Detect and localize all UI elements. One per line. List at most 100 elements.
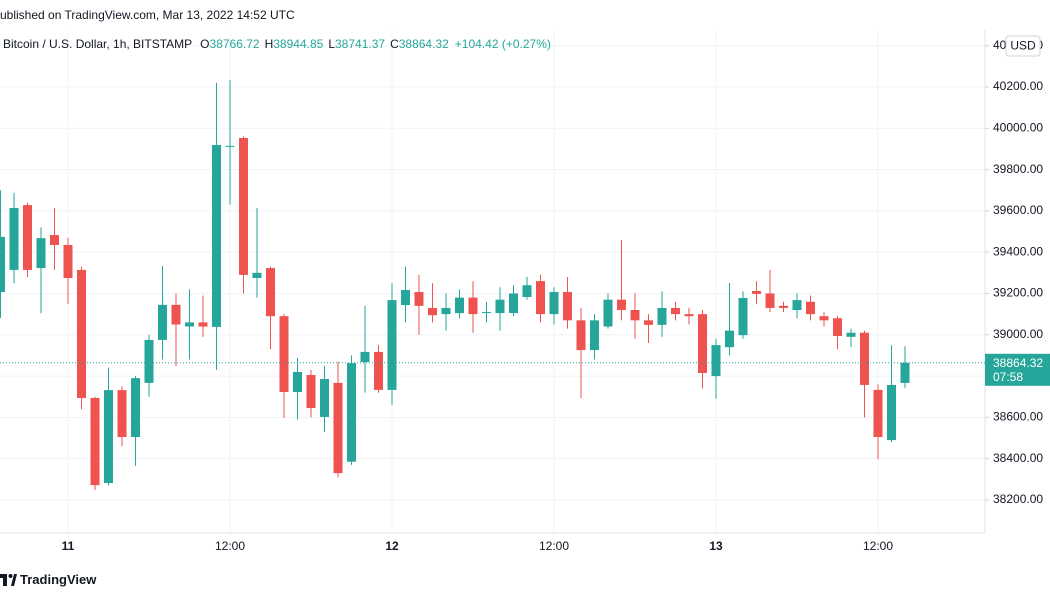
y-tick-label: 38200.00 [993, 492, 1043, 506]
candle-body [752, 290, 761, 294]
candle-body [603, 299, 613, 327]
candle-body [387, 300, 397, 390]
ohlc-label: C [390, 37, 399, 51]
last-price-badge [985, 353, 1050, 386]
candle-body [765, 293, 775, 308]
ohlc-value: 38944.85 [273, 37, 323, 51]
legend-line: Bitcoin / U.S. Dollar, 1h, BITSTAMP O3876… [3, 37, 551, 51]
candle-body [104, 390, 113, 484]
candle-body [563, 292, 572, 321]
candle-body [887, 384, 896, 441]
candle-body [590, 320, 599, 351]
candle-body [225, 145, 235, 147]
brand-logo [0, 574, 17, 586]
candle-body [50, 235, 59, 245]
candle-body [374, 351, 383, 390]
candle-body [482, 312, 491, 314]
candle-body [306, 375, 316, 409]
candle-body [779, 305, 788, 308]
candle-body [266, 268, 275, 317]
candle-body [144, 339, 154, 383]
candle-body [860, 332, 869, 385]
ohlc-label: L [328, 37, 335, 51]
candle-body [698, 314, 707, 373]
currency-button[interactable] [1005, 35, 1041, 57]
candle-body [684, 314, 694, 317]
badges: USD [1005, 35, 1041, 57]
candle-body [0, 236, 5, 293]
y-tick-label: 38600.00 [993, 410, 1043, 424]
candles [0, 79, 910, 491]
currency-label: USD [1010, 39, 1036, 53]
candle-body [576, 320, 586, 351]
candle-body [509, 293, 518, 314]
logo-dot [8, 574, 13, 578]
candle-body [239, 137, 248, 275]
x-tick-label: 12:00 [215, 539, 245, 553]
candle-body [536, 281, 545, 315]
candle-body [117, 390, 127, 437]
candle-body [738, 298, 748, 336]
candle-body [36, 238, 46, 269]
x-tick-label: 12 [385, 539, 399, 553]
logo-slash [11, 574, 17, 586]
candle-body [414, 292, 424, 306]
countdown-label: 07:58 [993, 370, 1023, 384]
x-tick-label: 12:00 [863, 539, 893, 553]
candle-body [468, 297, 478, 315]
y-tick-label: 38400.00 [993, 451, 1043, 465]
y-tick-label: 39000.00 [993, 327, 1043, 341]
candle-body [428, 307, 437, 316]
candle-body [873, 389, 883, 437]
y-tick-label: 39600.00 [993, 203, 1043, 217]
candle-body [644, 320, 653, 325]
x-tick-label: 12:00 [539, 539, 569, 553]
candle-body [833, 318, 842, 337]
candle-body [725, 330, 734, 348]
brand: TradingView [20, 572, 97, 587]
candle-body [522, 285, 532, 297]
candle-body [401, 289, 410, 306]
candle-body [495, 299, 505, 314]
candle-body [347, 363, 356, 462]
candle-body [819, 316, 829, 321]
candle-body [711, 345, 721, 377]
candle-body [63, 244, 73, 278]
candle-body [806, 301, 815, 315]
candle-body [455, 297, 464, 314]
x-tick-label: 11 [62, 539, 75, 553]
candle-body [441, 307, 451, 315]
candle-body [77, 269, 86, 398]
candle-body [657, 307, 667, 325]
candle-body [212, 145, 221, 327]
candle-body [671, 307, 680, 315]
y-tick-label: 40200.00 [993, 79, 1043, 93]
y-tick-label: 40000.00 [993, 120, 1043, 134]
ohlc-label: H [265, 37, 274, 51]
candle-body [131, 378, 140, 437]
candle-body [279, 316, 289, 392]
candle-body [90, 397, 100, 486]
candle-body [320, 378, 329, 417]
candle-body [252, 272, 262, 278]
candle-body [171, 304, 181, 325]
candle-body [617, 299, 626, 310]
y-tick-label: 39400.00 [993, 244, 1043, 258]
candle-body [293, 371, 302, 392]
candle-body [792, 300, 802, 310]
candle-body [630, 309, 640, 321]
candle-body [158, 304, 167, 340]
candle-body [9, 207, 19, 270]
y-tick-label: 39200.00 [993, 286, 1043, 300]
candle-body [185, 322, 194, 327]
ohlc-label: O [200, 37, 209, 51]
candle-body [360, 351, 370, 363]
candle-body [549, 292, 559, 315]
x-tick-label: 13 [709, 539, 723, 553]
ohlc-value: 38864.32 [399, 37, 449, 51]
change: +104.42 (+0.27%) [455, 37, 551, 51]
ohlc-value: 38766.72 [210, 37, 260, 51]
symbol: Bitcoin / U.S. Dollar, 1h, BITSTAMP [3, 37, 192, 51]
